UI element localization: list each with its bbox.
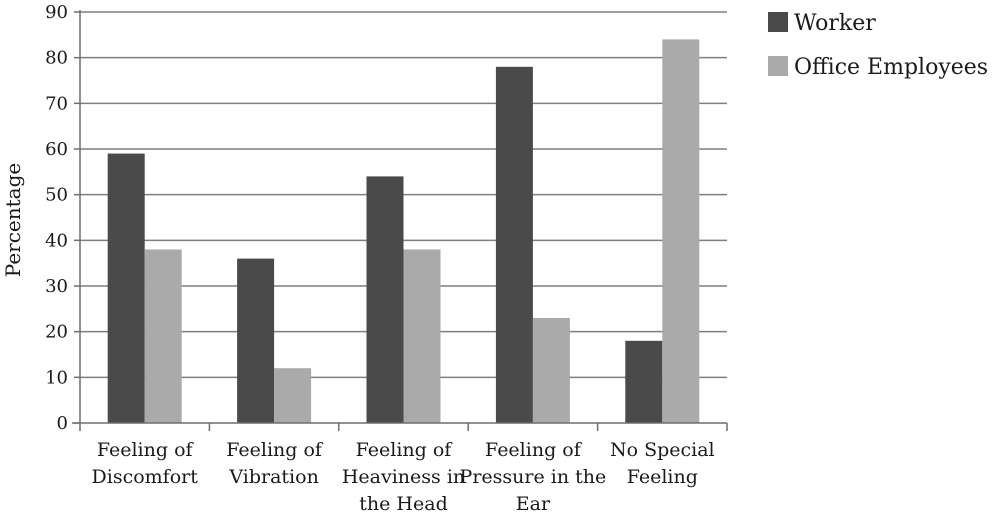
legend-swatch bbox=[768, 12, 788, 32]
x-category-label-line: the Head bbox=[359, 493, 447, 515]
y-tick-label: 90 bbox=[45, 2, 68, 23]
bar-office-employees bbox=[274, 368, 312, 423]
x-category-label-line: Feeling bbox=[627, 466, 698, 488]
x-category-label-line: Feeling of bbox=[97, 439, 195, 461]
bar-worker bbox=[107, 153, 145, 424]
x-category-label: Feeling of Heaviness in the Head bbox=[342, 439, 465, 515]
y-tick-label: 20 bbox=[45, 322, 68, 343]
y-tick-label: 80 bbox=[45, 48, 68, 69]
x-category-label-line: Heaviness in bbox=[342, 466, 465, 488]
x-category-label: Feeling of Discomfort bbox=[92, 439, 199, 488]
y-tick-label: 50 bbox=[45, 185, 68, 206]
bar-office-employees bbox=[403, 249, 441, 423]
y-tick-label: 70 bbox=[45, 93, 68, 114]
bar-worker bbox=[625, 340, 663, 423]
axes bbox=[72, 10, 728, 431]
legend-label: Worker bbox=[794, 11, 876, 36]
bars bbox=[107, 39, 700, 424]
y-tick-label: 60 bbox=[45, 139, 68, 160]
legend-swatch bbox=[768, 56, 788, 76]
x-category-label: Feeling of Vibration bbox=[226, 439, 324, 488]
x-category-label-line: Feeling of bbox=[485, 439, 583, 461]
bar-worker bbox=[495, 66, 533, 424]
x-category-label-line: Feeling of bbox=[356, 439, 454, 461]
bar-office-employees bbox=[532, 317, 570, 423]
x-category-label-line: Pressure in the bbox=[460, 466, 607, 488]
y-tick-label: 30 bbox=[45, 276, 68, 297]
legend: Worker Office Employees bbox=[768, 11, 988, 80]
x-category-label: Feeling of Pressure in the Ear bbox=[460, 439, 607, 515]
y-tick-label: 40 bbox=[45, 230, 68, 251]
x-category-label-line: Vibration bbox=[228, 466, 318, 488]
y-tick-label: 0 bbox=[57, 413, 68, 434]
legend-label: Office Employees bbox=[794, 55, 988, 80]
bar-office-employees bbox=[662, 39, 700, 424]
x-category-label-line: Discomfort bbox=[92, 466, 199, 488]
bar-worker bbox=[366, 176, 404, 423]
y-tick-label: 10 bbox=[45, 367, 68, 388]
x-category-label: No Special Feeling bbox=[610, 439, 715, 488]
bar-office-employees bbox=[144, 249, 182, 423]
x-category-label-line: Feeling of bbox=[226, 439, 324, 461]
x-category-label-line: No Special bbox=[610, 439, 715, 461]
y-axis-label: Percentage bbox=[1, 163, 25, 277]
x-category-label-line: Ear bbox=[516, 493, 551, 515]
bar-worker bbox=[237, 258, 275, 423]
